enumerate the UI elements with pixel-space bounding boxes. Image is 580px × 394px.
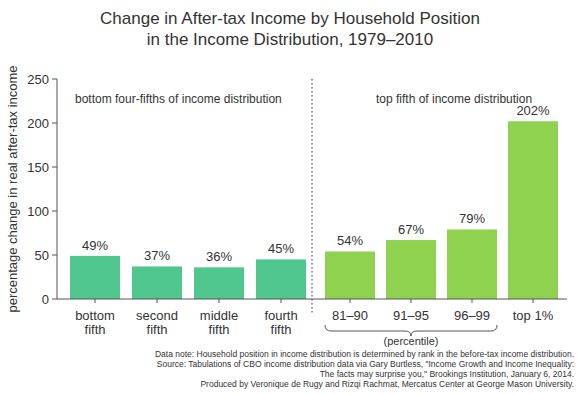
x-tick-label-line: fifth [209,322,230,337]
bar [194,267,244,299]
chart: Change in After-tax Income by Household … [0,0,580,394]
y-tick-label: 200 [27,116,49,131]
bars [70,121,558,299]
y-tick [52,123,57,124]
x-tick [95,299,96,303]
x-axis [57,299,567,300]
x-tick [281,299,282,303]
note: The facts may surprise you," Brookings I… [320,369,574,379]
data-label: 45% [268,241,294,256]
y-tick [52,167,57,168]
x-tick-label: fourthfifth [264,308,297,337]
x-tick [472,299,473,303]
x-tick [350,299,351,303]
x-tick-label: 91–95 [393,308,429,323]
y-axis-label: percentage change in real after-tax inco… [5,65,20,312]
bar [447,229,497,299]
title-line: Change in After-tax Income by Household … [100,9,480,28]
data-label: 36% [206,249,232,264]
bar [386,240,436,299]
y-tick [52,211,57,212]
title: Change in After-tax Income by Household … [100,9,480,49]
x-tick-label: bottomfifth [75,308,115,337]
x-tick-label-line: fifth [85,322,106,337]
data-label: 54% [337,233,363,248]
x-tick-label-line: 91–95 [393,308,429,323]
y-tick [52,79,57,80]
group-divider [312,79,313,314]
note: Produced by Veronique de Rugy and Rizqi … [200,379,574,389]
y-tick-label: 150 [27,160,49,175]
bar [256,259,306,299]
x-tick [157,299,158,303]
bar [508,121,558,299]
bar [132,266,182,299]
x-tick-label: 96–99 [454,308,490,323]
y-tick-label: 250 [27,72,49,87]
y-tick [52,299,57,300]
x-tick [219,299,220,303]
x-tick-label: secondfifth [136,308,178,337]
y-tick-label: 50 [35,248,49,263]
x-tick-label-line: 81–90 [332,308,368,323]
x-tick [411,299,412,303]
bar [325,251,375,299]
x-tick-label-line: top 1% [513,308,554,323]
y-axis [57,79,58,299]
x-tick-label-line: middle [200,308,238,323]
note: Source: Tabulations of CBO income distri… [157,359,574,369]
data-label: 49% [82,238,108,253]
page: html, body { margin: 0; padding: 0; back… [0,0,580,394]
data-label: 67% [398,222,424,237]
x-tick-label-line: fifth [271,322,292,337]
data-label: 79% [459,211,485,226]
x-tick-label-line: second [136,308,178,323]
x-tick-label: 81–90 [332,308,368,323]
group-label: top fifth of income distribution [376,92,532,106]
note: Data note: Household position in income … [155,349,574,359]
x-tick-label: middlefifth [200,308,238,337]
x-tick-label-line: fifth [147,322,168,337]
page-body: {"chart_data": { "type": "bar", "title":… [0,0,580,394]
bar [70,256,120,299]
x-tick-label: top 1% [513,308,554,323]
y-tick-label: 0 [42,292,49,307]
percentile-label: (percentile) [383,335,438,347]
x-tick [533,299,534,303]
y-tick-label: 100 [27,204,49,219]
x-tick-label-line: fourth [264,308,297,323]
title-line: in the Income Distribution, 1979–2010 [147,30,433,49]
x-tick-label-line: bottom [75,308,115,323]
y-tick [52,255,57,256]
x-tick-label-line: 96–99 [454,308,490,323]
data-label: 37% [144,248,170,263]
group-label: bottom four-fifths of income distributio… [75,92,282,106]
